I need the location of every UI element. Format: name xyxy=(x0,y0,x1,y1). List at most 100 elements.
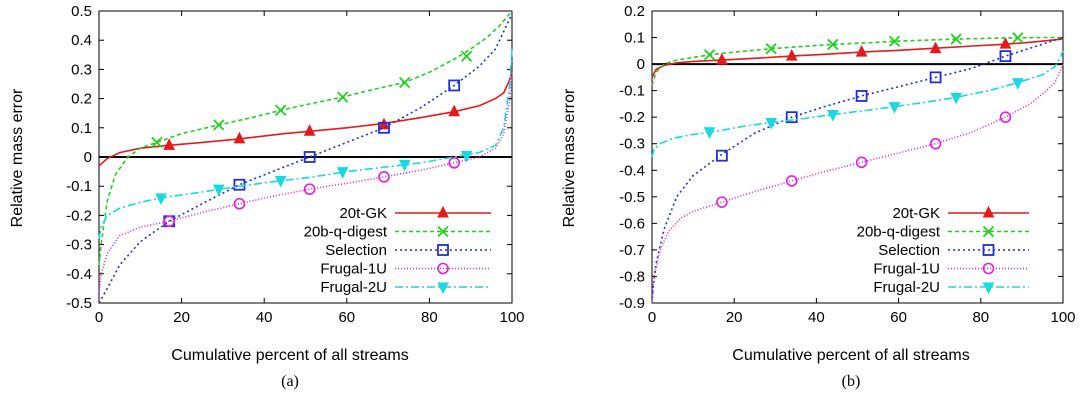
chart-a-series-selection-point xyxy=(233,178,246,191)
chart-a-xtick-label: 100 xyxy=(499,309,524,326)
chart-a-series-20b-q-digest-point xyxy=(337,91,349,103)
chart-a-series-frugal-2u-point xyxy=(336,167,349,179)
chart-a-xtick-label: 80 xyxy=(421,309,438,326)
chart-b-series-20t-gk-point xyxy=(999,37,1012,49)
chart-b-series-frugal-1u-point xyxy=(855,156,868,169)
chart-a-series-frugal-1u-point xyxy=(378,171,390,183)
chart-a-series-frugal-2u-point xyxy=(460,151,473,163)
chart-a-ytick-label: -0.5 xyxy=(66,295,92,312)
chart-b-series-frugal-1u-point xyxy=(929,137,942,150)
chart-b-series-frugal-2u-line xyxy=(651,50,1064,158)
chart-a-series-frugal-1u-point xyxy=(448,157,460,169)
chart-b-xtick-label: 80 xyxy=(972,309,989,326)
chart-a-legend-marker xyxy=(437,225,449,238)
chart-a-series-20t-gk-point xyxy=(378,117,390,130)
chart-b-series-20b-q-digest-line xyxy=(651,36,1063,86)
chart-a-legend-label: 20t-GK xyxy=(339,205,387,222)
chart-a-series-20b-q-digest-point xyxy=(460,50,473,62)
chart-a-series-selection-point xyxy=(303,151,316,163)
chart-b-series-20b-q-digest-point xyxy=(1012,32,1024,44)
chart-b-xtick-label: 60 xyxy=(890,309,907,326)
chart-a-ytick-label: -0.4 xyxy=(66,266,92,283)
chart-a-ytick-label: 0.5 xyxy=(71,3,92,20)
chart-b: -0.9 -0.8 -0.7 -0.6 -0.5 -0.4 -0.3 -0.2 -0.1 0 0.1… xyxy=(561,3,1076,390)
chart-a-xlabel: Cumulative percent of all streams xyxy=(171,347,408,364)
chart-b-xtick-label: 20 xyxy=(726,309,743,326)
chart-a-series-20t-gk-point xyxy=(163,138,176,150)
chart-b-ytick-label: -0.7 xyxy=(619,242,645,259)
chart-a-legend-marker xyxy=(437,205,449,218)
chart-b-series-20t-gk-point xyxy=(716,52,728,65)
chart-a-series-frugal-2u-point xyxy=(274,175,287,188)
chart-a-xtick-label: 0 xyxy=(95,309,103,326)
chart-a-legend-label: Frugal-2U xyxy=(320,279,387,296)
chart-b-legend-label: 20t-GK xyxy=(892,205,940,222)
chart-a-ytick-label: -0.3 xyxy=(66,237,92,254)
chart-b-caption: (b) xyxy=(842,373,861,390)
chart-a-series-20b-q-digest-point xyxy=(275,104,287,116)
chart-a-legend-label: 20b-q-digest xyxy=(304,224,388,241)
chart-b-legend-label: Frugal-2U xyxy=(873,279,940,296)
chart-b-ytick-label: -0.3 xyxy=(619,136,645,153)
chart-b-series-frugal-2u-point xyxy=(765,117,777,130)
chart-b-series-20b-q-digest-point xyxy=(765,43,777,55)
chart-b-series-20t-gk-point xyxy=(785,49,798,61)
chart-b-series-20t-gk-point xyxy=(855,45,868,57)
chart-a-xtick-label: 40 xyxy=(256,309,273,326)
chart-b-ytick-label: -0.1 xyxy=(619,83,645,100)
chart-b-ytick-label: 0.1 xyxy=(624,30,645,47)
chart-b-xlabel: Cumulative percent of all streams xyxy=(732,347,969,364)
chart-b-ytick-label: 0.2 xyxy=(624,3,645,20)
chart-b-series-20b-q-digest-point xyxy=(888,35,901,47)
chart-b-ytick-label: -0.2 xyxy=(619,109,645,126)
chart-b-ytick-label: -0.8 xyxy=(619,268,645,285)
chart-b-series-selection-line xyxy=(651,36,1064,298)
chart-b-legend-label: Selection xyxy=(878,242,940,259)
chart-a-series-20t-gk-line xyxy=(98,72,513,167)
chart-a-series-selection-point xyxy=(448,79,461,92)
chart-b-series-20b-q-digest-point xyxy=(827,38,839,51)
chart-b-legend-marker xyxy=(982,225,995,238)
chart-b-plot-area: -0.9 -0.8 -0.7 -0.6 -0.5 -0.4 -0.3 -0.2 -0.1 0 0.1… xyxy=(619,3,1075,326)
chart-b-series-selection-point xyxy=(715,149,728,162)
chart-b-xtick-label: 40 xyxy=(808,309,825,326)
chart-a-caption: (a) xyxy=(281,373,299,390)
chart-a-ytick-label: 0.1 xyxy=(71,120,92,137)
chart-b-series-selection-point xyxy=(929,71,942,84)
chart-b-ytick-label: -0.6 xyxy=(619,215,645,232)
chart-b-series-frugal-2u-point xyxy=(1011,78,1024,90)
chart-a-legend-marker xyxy=(437,282,449,295)
chart-a-series-20t-gk-point xyxy=(303,124,316,136)
chart-b-series-frugal-2u-point xyxy=(888,102,901,114)
chart-a-series-frugal-2u-point xyxy=(398,159,411,172)
chart-b-legend-label: Frugal-1U xyxy=(873,261,940,278)
chart-b-series-selection-point xyxy=(999,50,1012,63)
chart-b-series-frugal-2u-point xyxy=(827,110,839,122)
chart-b-legend-marker xyxy=(982,244,995,256)
chart-b-legend-marker xyxy=(982,205,995,218)
chart-b-legend-label: 20b-q-digest xyxy=(857,224,941,241)
chart-a-series-frugal-1u-point xyxy=(233,197,246,210)
chart-b-legend-marker xyxy=(982,262,995,275)
chart-a-legend-marker xyxy=(437,262,449,275)
chart-a-series-frugal-2u-point xyxy=(155,193,167,205)
chart-b-xtick-label: 100 xyxy=(1050,309,1075,326)
chart-b-ytick-label: -0.5 xyxy=(619,189,645,206)
chart-b-series-20t-gk-line xyxy=(651,38,1064,78)
chart-a-legend-marker xyxy=(437,244,449,256)
chart-a-series-selection-line xyxy=(98,13,513,304)
chart-b-series-20t-gk-point xyxy=(929,41,942,54)
chart-a-plot-area: -0.5 -0.4 -0.3 -0.2 -0.1 0 0.1 0.2 0.3 0.4 0.5 0 20 4… xyxy=(66,3,524,326)
chart-a-ytick-label: 0.2 xyxy=(71,91,92,108)
chart-b-series-frugal-1u-point xyxy=(716,196,728,208)
chart-b-series-frugal-1u-point xyxy=(999,111,1012,123)
chart-b-series-frugal-1u-point xyxy=(785,175,798,187)
chart-a-series-frugal-1u-line xyxy=(98,69,513,295)
chart-a-series-20t-gk-point xyxy=(448,104,460,117)
chart-a-xtick-label: 60 xyxy=(338,309,355,326)
chart-b-series-selection-point xyxy=(785,111,798,124)
chart-a-ytick-label: 0.3 xyxy=(71,61,92,78)
chart-b-series-frugal-2u-point xyxy=(703,127,716,139)
chart-a-series-20b-q-digest-point xyxy=(213,119,225,131)
